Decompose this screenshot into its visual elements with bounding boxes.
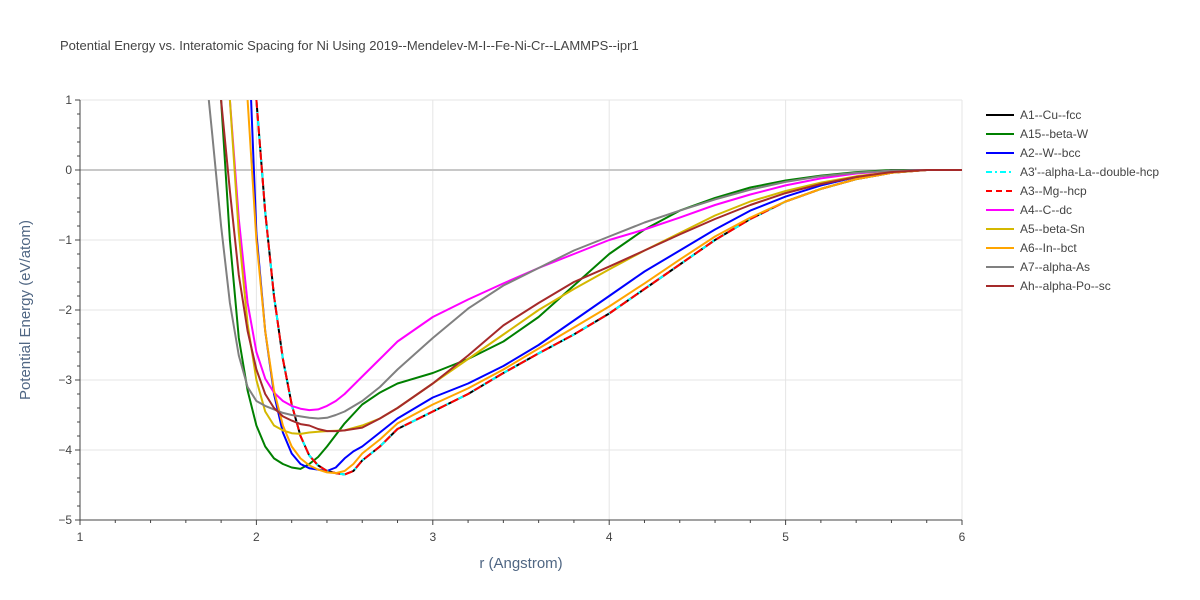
- legend-item-9[interactable]: Ah--alpha-Po--sc: [986, 279, 1111, 293]
- legend-item-0[interactable]: A1--Cu--fcc: [986, 108, 1081, 122]
- legend-label: A3--Mg--hcp: [1020, 184, 1087, 198]
- x-tick-label: 4: [606, 530, 613, 544]
- legend-label: A3'--alpha-La--double-hcp: [1020, 165, 1159, 179]
- series-line-2: [250, 100, 962, 472]
- legend-item-2[interactable]: A2--W--bcc: [986, 146, 1080, 160]
- legend-item-7[interactable]: A6--In--bct: [986, 241, 1077, 255]
- legend-label: Ah--alpha-Po--sc: [1020, 279, 1111, 293]
- y-tick-label: 0: [65, 163, 72, 177]
- legend-item-3[interactable]: A3'--alpha-La--double-hcp: [986, 165, 1159, 179]
- y-tick-label: −4: [58, 443, 72, 457]
- series-line-8: [207, 100, 962, 420]
- legend-label: A2--W--bcc: [1020, 146, 1080, 160]
- series-line-7: [246, 100, 962, 475]
- legend-label: A4--C--dc: [1020, 203, 1072, 217]
- legend-item-5[interactable]: A4--C--dc: [986, 203, 1072, 217]
- y-axis-title: Potential Energy (eV/atom): [17, 220, 34, 400]
- x-tick-label: 6: [959, 530, 966, 544]
- chart-title: Potential Energy vs. Interatomic Spacing…: [60, 38, 639, 53]
- series-line-5: [228, 100, 962, 412]
- x-tick-label: 5: [782, 530, 789, 544]
- legend-item-4[interactable]: A3--Mg--hcp: [986, 184, 1087, 198]
- x-axis-title: r (Angstrom): [479, 555, 562, 572]
- y-tick-label: −1: [58, 233, 72, 247]
- legend-label: A5--beta-Sn: [1020, 222, 1085, 236]
- legend-label: A7--alpha-As: [1020, 260, 1090, 274]
- y-tick-label: 1: [65, 93, 72, 107]
- legend[interactable]: A1--Cu--fcc A15--beta-W A2--W--bcc A3'--alp…: [986, 108, 1159, 293]
- series-lines: [207, 100, 962, 476]
- x-tick-label: 1: [77, 530, 84, 544]
- legend-label: A1--Cu--fcc: [1020, 108, 1081, 122]
- y-tick-label: −2: [58, 303, 72, 317]
- series-line-9: [220, 100, 962, 433]
- y-tick-label: −3: [58, 373, 72, 387]
- legend-item-8[interactable]: A7--alpha-As: [986, 260, 1090, 274]
- axes: [75, 99, 963, 525]
- x-tick-label: 2: [253, 530, 260, 544]
- x-tick-label: 3: [429, 530, 436, 544]
- series-line-1: [220, 100, 962, 470]
- legend-item-6[interactable]: A5--beta-Sn: [986, 222, 1085, 236]
- tick-labels: 1 2 3 4 5 6 −5 −4 −3 −2 −1 0 1: [58, 93, 965, 544]
- legend-item-1[interactable]: A15--beta-W: [986, 127, 1089, 141]
- legend-label: A6--In--bct: [1020, 241, 1077, 255]
- y-tick-label: −5: [58, 513, 72, 527]
- legend-label: A15--beta-W: [1020, 127, 1089, 141]
